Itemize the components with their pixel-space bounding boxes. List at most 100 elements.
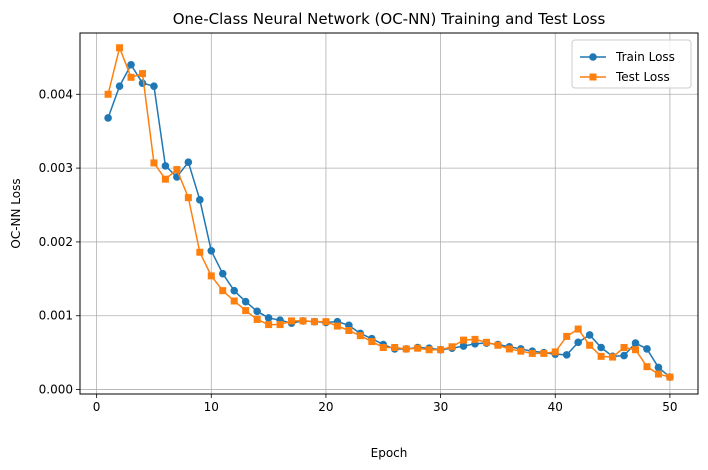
legend-marker xyxy=(589,53,597,61)
data-point xyxy=(127,73,135,81)
data-point xyxy=(574,325,582,333)
data-point xyxy=(631,339,640,347)
data-point xyxy=(597,343,605,352)
data-point xyxy=(207,246,216,255)
data-point xyxy=(666,373,674,381)
data-point xyxy=(574,338,582,347)
data-point xyxy=(115,82,124,90)
data-point xyxy=(585,331,594,339)
data-point xyxy=(597,352,605,360)
data-point xyxy=(207,272,215,280)
data-point xyxy=(482,338,490,346)
data-point xyxy=(643,363,651,371)
data-point xyxy=(563,332,571,340)
x-axis-label: Epoch xyxy=(371,446,408,460)
legend-box xyxy=(571,39,692,89)
data-point xyxy=(586,341,594,349)
data-point xyxy=(448,343,456,351)
data-point xyxy=(505,345,513,353)
data-point xyxy=(356,332,364,340)
data-point xyxy=(551,348,559,356)
data-point xyxy=(127,60,135,69)
data-point xyxy=(150,159,158,167)
data-point xyxy=(161,162,170,170)
x-axis-ticks: 0 10 20 30 40 50 xyxy=(93,394,678,414)
data-point xyxy=(288,317,296,325)
y-axis-label: OC-NN Loss xyxy=(9,178,23,248)
chart-title: One-Class Neural Network (OC-NN) Trainin… xyxy=(173,10,606,28)
data-point xyxy=(620,343,628,351)
y-axis-ticks: 0.000 0.001 0.002 0.003 0.004 xyxy=(39,87,80,397)
y-tick-label: 0.003 xyxy=(39,161,73,175)
data-point xyxy=(425,346,433,354)
y-tick-label: 0.001 xyxy=(39,309,73,323)
data-point xyxy=(471,335,479,343)
data-point xyxy=(414,344,422,352)
grid-lines xyxy=(80,33,698,394)
data-point xyxy=(138,79,147,88)
data-point xyxy=(230,297,238,305)
data-point xyxy=(299,317,307,325)
x-tick-label: 40 xyxy=(548,400,563,414)
data-point xyxy=(196,248,204,256)
x-tick-label: 10 xyxy=(204,400,219,414)
data-point xyxy=(219,287,227,295)
x-tick-label: 50 xyxy=(662,400,677,414)
data-point xyxy=(494,341,502,349)
data-point xyxy=(310,318,318,326)
data-point xyxy=(459,342,468,350)
data-point xyxy=(264,314,273,322)
data-point xyxy=(460,336,468,344)
legend: Train Loss Test Loss xyxy=(571,39,692,89)
data-point xyxy=(562,351,571,359)
data-point xyxy=(138,70,146,78)
data-point xyxy=(253,315,261,323)
series-line xyxy=(107,47,671,378)
data-point xyxy=(116,44,124,52)
data-point xyxy=(230,286,239,295)
legend-label: Test Loss xyxy=(615,70,670,84)
legend-marker xyxy=(589,73,597,81)
data-point xyxy=(528,349,536,357)
data-point xyxy=(161,175,169,183)
data-point xyxy=(540,349,548,357)
data-point xyxy=(276,321,284,329)
x-tick-label: 0 xyxy=(93,400,101,414)
y-tick-label: 0.002 xyxy=(39,235,73,249)
data-point xyxy=(632,346,640,354)
data-point xyxy=(218,269,227,278)
data-point xyxy=(643,345,651,353)
data-point xyxy=(437,346,445,354)
legend-label: Train Loss xyxy=(615,50,675,64)
data-point xyxy=(402,345,410,353)
series-layer xyxy=(104,44,674,381)
data-point xyxy=(196,196,204,204)
data-point xyxy=(322,318,330,326)
x-tick-label: 20 xyxy=(318,400,333,414)
data-point xyxy=(391,343,399,351)
x-tick-label: 30 xyxy=(433,400,448,414)
plot-frame xyxy=(79,32,699,395)
data-point xyxy=(184,194,192,202)
data-point xyxy=(241,297,250,306)
data-point xyxy=(184,158,193,166)
data-point xyxy=(609,353,617,361)
data-point xyxy=(104,90,112,98)
data-point xyxy=(265,321,273,329)
data-point xyxy=(333,322,341,330)
data-point xyxy=(654,363,663,372)
y-tick-label: 0.004 xyxy=(39,87,73,101)
data-point xyxy=(104,114,112,122)
series-0 xyxy=(104,60,674,381)
series-1 xyxy=(104,44,674,381)
data-point xyxy=(173,166,181,174)
data-point xyxy=(150,82,158,90)
data-point xyxy=(517,347,525,355)
data-point xyxy=(368,338,376,346)
y-tick-label: 0.000 xyxy=(39,383,73,397)
data-point xyxy=(253,307,261,316)
series-line xyxy=(107,63,671,378)
data-point xyxy=(620,351,628,360)
data-point xyxy=(242,307,250,315)
